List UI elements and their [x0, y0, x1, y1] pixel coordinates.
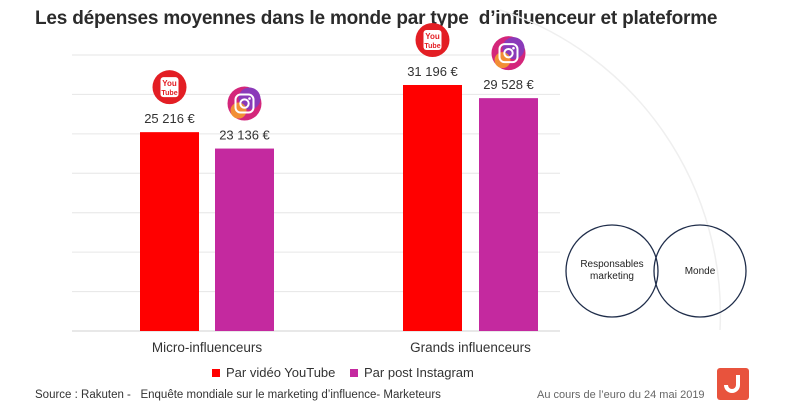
- platform-icons: You Tube You Tube: [152, 22, 526, 121]
- currency-note: Au cours de l’euro du 24 mai 2019: [537, 389, 705, 401]
- instagram-icon: [227, 86, 262, 121]
- brand-logo: [717, 368, 749, 400]
- youtube-icon: You Tube: [415, 22, 450, 57]
- bar-youtube: [403, 84, 462, 331]
- youtube-icon: You Tube: [152, 70, 187, 105]
- legend-label-youtube: Par vidéo YouTube: [226, 365, 336, 380]
- data-label: 25 216 €: [144, 111, 195, 126]
- bar-youtube: [140, 132, 199, 331]
- instagram-icon-bg-warm: [494, 52, 511, 69]
- instagram-icon-bg-warm: [230, 102, 247, 119]
- legend-swatch-instagram: [350, 368, 358, 377]
- data-label: 31 196 €: [407, 64, 458, 79]
- source-note: Source : Rakuten - Enquête mondiale sur …: [35, 389, 441, 401]
- venn-label-right: Monde: [684, 266, 716, 277]
- instagram-icon-frame: [234, 93, 255, 114]
- instagram-icon-dot: [512, 46, 515, 50]
- bar-instagram: [479, 98, 538, 331]
- background-arc: [499, 9, 722, 331]
- data-label: 29 528 €: [483, 77, 534, 92]
- brand-logo-icon: [724, 375, 740, 393]
- value-labels: 25 216 € 23 136 € 31 196 € 29 528 €: [144, 64, 534, 143]
- youtube-icon-text-top: You: [162, 79, 177, 88]
- instagram-icon: [491, 36, 526, 71]
- category-label: Micro-influenceurs: [152, 340, 263, 355]
- youtube-icon-text-bottom: Tube: [424, 43, 440, 50]
- instagram-icon-lens: [503, 47, 514, 59]
- venn-circle-right: [653, 224, 747, 318]
- youtube-icon-frame: [160, 77, 179, 98]
- category-label: Grands influenceurs: [410, 340, 531, 355]
- data-label: 23 136 €: [219, 128, 270, 143]
- instagram-icon-frame: [498, 43, 519, 64]
- category-labels: Micro-influenceurs Grands influenceurs: [152, 340, 531, 355]
- bar-instagram: [215, 148, 274, 331]
- venn-circle-left: [565, 224, 659, 318]
- youtube-icon-text-top: You: [425, 32, 440, 41]
- instagram-icon-dot: [248, 97, 251, 100]
- youtube-icon-frame: [423, 29, 442, 50]
- instagram-icon-lens: [239, 98, 250, 109]
- legend-item-instagram: Par post Instagram: [350, 365, 474, 380]
- legend-swatch-youtube: [212, 368, 220, 377]
- legend-label-instagram: Par post Instagram: [364, 365, 474, 380]
- youtube-icon-text-bottom: Tube: [161, 90, 177, 97]
- legend-item-youtube: Par vidéo YouTube: [212, 365, 335, 380]
- bars: [140, 84, 538, 331]
- venn-label-left: Responsables marketing: [580, 259, 644, 282]
